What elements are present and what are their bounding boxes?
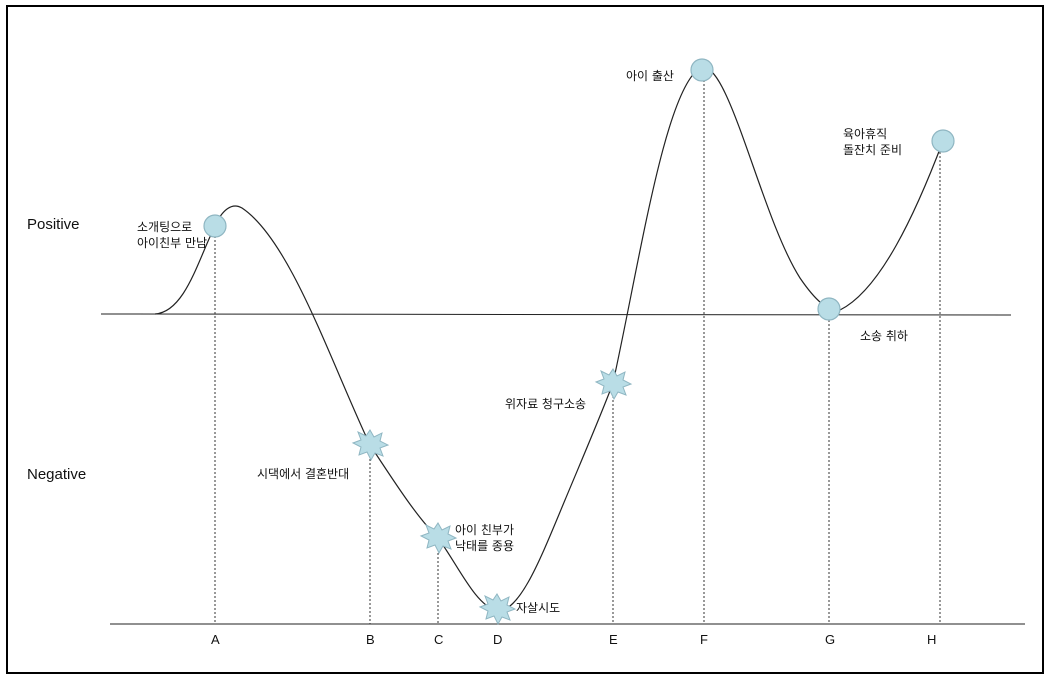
marker-a-circle [203, 214, 227, 238]
marker-e-burst [594, 368, 633, 401]
stage-letter-g: G [825, 632, 835, 647]
label-h-line1: 육아휴직 [843, 127, 887, 141]
marker-c-burst [419, 522, 458, 555]
stage-letter-a: A [211, 632, 220, 647]
label-c-line2: 낙태를 종용 [455, 539, 514, 553]
label-f: 아이 출산 [626, 69, 674, 83]
label-a-line2: 아이친부 만남 [137, 236, 207, 250]
stage-letter-h: H [927, 632, 936, 647]
label-e: 위자료 청구소송 [505, 397, 586, 411]
diagram-frame [6, 5, 1044, 674]
stage-letter-d: D [493, 632, 502, 647]
emotion-curve [154, 66, 944, 612]
stage-letter-f: F [700, 632, 708, 647]
stage-letter-e: E [609, 632, 618, 647]
neutral-baseline [100, 313, 1012, 316]
label-c-line1: 아이 친부가 [455, 523, 514, 537]
label-a-line1: 소개팅으로 [137, 220, 192, 234]
positive-axis-label: Positive [27, 216, 80, 233]
label-d: 자살시도 [516, 601, 560, 615]
marker-f-circle [690, 58, 714, 82]
marker-g-circle [817, 297, 841, 321]
label-g: 소송 취하 [860, 329, 908, 343]
label-h-line2: 돌잔치 준비 [843, 143, 902, 157]
marker-d-burst [478, 593, 517, 626]
label-b: 시댁에서 결혼반대 [257, 467, 349, 481]
marker-h-circle [931, 129, 955, 153]
marker-b-burst [351, 429, 390, 462]
drop-lines [214, 80, 941, 624]
negative-axis-label: Negative [27, 466, 86, 483]
stage-letter-c: C [434, 632, 443, 647]
stage-letter-b: B [366, 632, 375, 647]
